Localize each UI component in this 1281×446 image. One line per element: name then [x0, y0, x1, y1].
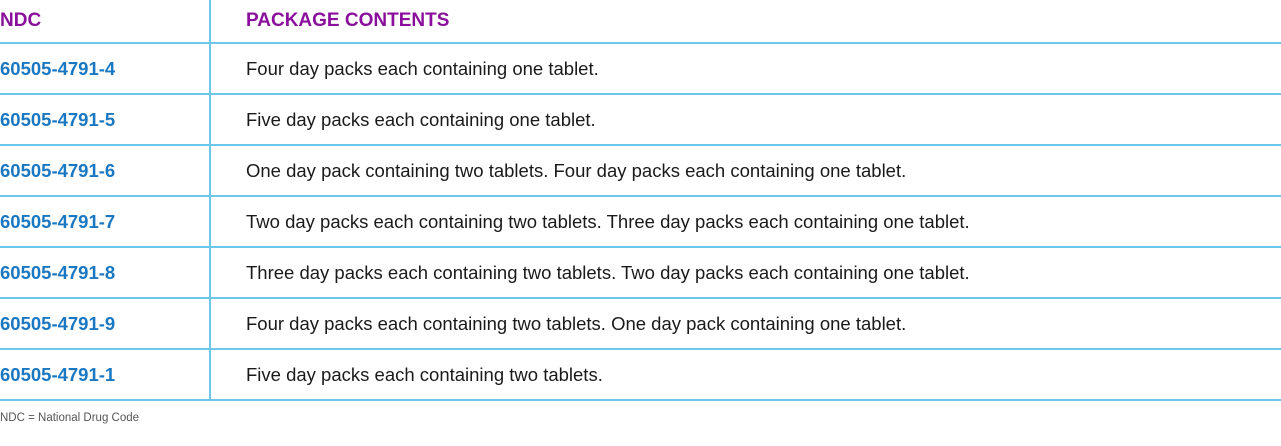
- ndc-cell: 60505-4791-4: [0, 43, 211, 95]
- footnote: NDC = National Drug Code: [0, 412, 140, 424]
- header-row: NDC PACKAGE CONTENTS: [0, 0, 1281, 44]
- ndc-cell: 60505-4791-8: [0, 247, 211, 299]
- table-row: 60505-4791-8 Three day packs each contain…: [0, 247, 1281, 299]
- contents-cell: One day pack containing two tablets. Fou…: [210, 145, 1281, 197]
- table-row: 60505-4791-9 Four day packs each containi…: [0, 298, 1281, 350]
- ndc-cell: 60505-4791-1: [0, 349, 211, 401]
- header-ndc: NDC: [0, 0, 211, 44]
- header-package-contents: PACKAGE CONTENTS: [210, 0, 1281, 44]
- package-table: NDC PACKAGE CONTENTS 60505-4791-4 Four da…: [0, 0, 1281, 401]
- table-row: 60505-4791-4 Four day packs each containi…: [0, 43, 1281, 95]
- contents-cell: Four day packs each containing two table…: [210, 298, 1281, 350]
- table-row: 60505-4791-1 Five day packs each containi…: [0, 349, 1281, 401]
- ndc-cell: 60505-4791-5: [0, 94, 211, 146]
- contents-cell: Two day packs each containing two tablet…: [210, 196, 1281, 248]
- table-row: 60505-4791-5 Five day packs each containi…: [0, 94, 1281, 146]
- ndc-cell: 60505-4791-9: [0, 298, 211, 350]
- contents-cell: Four day packs each containing one table…: [210, 43, 1281, 95]
- table-row: 60505-4791-7 Two day packs each containin…: [0, 196, 1281, 248]
- ndc-cell: 60505-4791-6: [0, 145, 211, 197]
- table-row: 60505-4791-6 One day pack containing two …: [0, 145, 1281, 197]
- ndc-cell: 60505-4791-7: [0, 196, 211, 248]
- contents-cell: Five day packs each containing two table…: [210, 349, 1281, 401]
- contents-cell: Five day packs each containing one table…: [210, 94, 1281, 146]
- contents-cell: Three day packs each containing two tabl…: [210, 247, 1281, 299]
